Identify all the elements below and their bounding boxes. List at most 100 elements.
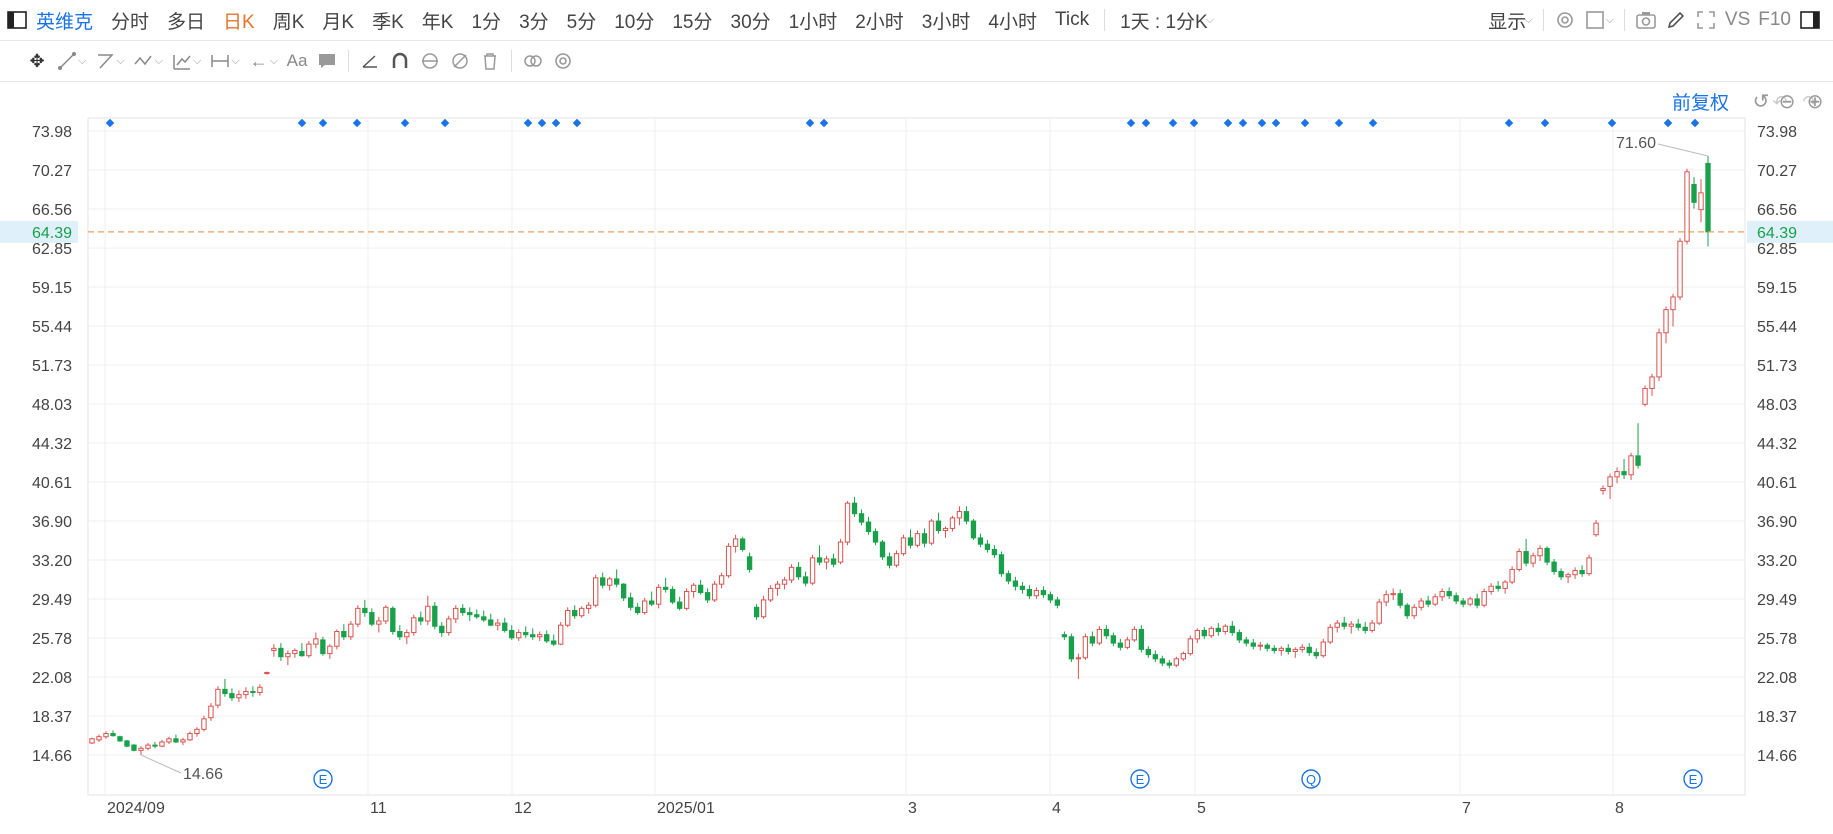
candle-body[interactable]	[579, 607, 585, 617]
candle-body[interactable]	[970, 520, 977, 539]
candle-body[interactable]	[1033, 589, 1040, 597]
candle-body[interactable]	[928, 520, 935, 544]
candle-body[interactable]	[145, 744, 151, 749]
candle-body[interactable]	[124, 740, 130, 747]
candle-body[interactable]	[886, 556, 893, 566]
candle-body[interactable]	[537, 634, 543, 638]
candle-body[interactable]	[718, 575, 725, 585]
candle-body[interactable]	[362, 607, 368, 614]
candle-body[interactable]	[977, 537, 984, 545]
candle-body[interactable]	[131, 744, 137, 751]
candle-body[interactable]	[1194, 629, 1200, 640]
candle-body[interactable]	[753, 606, 760, 618]
candle-body[interactable]	[194, 728, 200, 735]
event-diamond[interactable]	[1238, 118, 1248, 128]
candle-body[interactable]	[1411, 606, 1417, 617]
candle-body[interactable]	[1621, 471, 1627, 476]
event-diamond[interactable]	[1189, 118, 1199, 128]
candle-body[interactable]	[187, 733, 193, 741]
event-diamond[interactable]	[440, 118, 450, 128]
wave-icon[interactable]	[129, 46, 159, 76]
candle-body[interactable]	[1579, 569, 1585, 575]
candle-body[interactable]	[1215, 627, 1221, 633]
candle-body[interactable]	[788, 566, 795, 581]
angle-icon[interactable]	[355, 46, 385, 76]
candle-body[interactable]	[418, 617, 424, 622]
candle-body[interactable]	[201, 718, 207, 730]
candle-body[interactable]	[271, 647, 277, 651]
candle-body[interactable]	[1075, 657, 1082, 660]
candle-body[interactable]	[530, 634, 536, 638]
candle-body[interactable]	[110, 733, 116, 737]
candle-body[interactable]	[781, 579, 788, 585]
candle-body[interactable]	[229, 693, 235, 699]
candle-body[interactable]	[1530, 555, 1536, 564]
event-marker-circle[interactable]	[1301, 769, 1321, 789]
candle-body[interactable]	[1313, 652, 1319, 657]
candle-body[interactable]	[1453, 595, 1459, 602]
period-tab[interactable]: Tick	[1054, 9, 1090, 30]
candle-body[interactable]	[551, 640, 557, 645]
candle-body[interactable]	[1460, 600, 1466, 605]
candle-body[interactable]	[159, 741, 165, 747]
period-tab[interactable]: 2小时	[855, 11, 904, 33]
candle-body[interactable]	[1341, 622, 1347, 627]
candle-body[interactable]	[1369, 622, 1375, 631]
candle-body[interactable]	[383, 606, 389, 622]
period-tab[interactable]: 3小时	[921, 11, 971, 33]
candle-body[interactable]	[851, 502, 858, 515]
candle-body[interactable]	[586, 604, 592, 609]
candle-body[interactable]	[662, 586, 669, 590]
candle-body[interactable]	[138, 747, 144, 751]
candle-body[interactable]	[1089, 636, 1096, 644]
comment-icon[interactable]	[312, 46, 342, 76]
zoom-in-icon[interactable]: ⊕	[1807, 89, 1824, 113]
candle-body[interactable]	[1677, 240, 1683, 298]
candle-body[interactable]	[1271, 647, 1277, 651]
candle-body[interactable]	[1299, 646, 1305, 650]
candle-body[interactable]	[411, 617, 417, 634]
event-marker-label[interactable]: E	[1689, 772, 1698, 787]
candle-body[interactable]	[593, 577, 599, 606]
candle-body[interactable]	[1502, 581, 1508, 589]
candle-body[interactable]	[1488, 585, 1494, 593]
price-adjust-toggle[interactable]: 前复权	[1672, 93, 1730, 114]
candle-body[interactable]	[1656, 332, 1662, 378]
candle-body[interactable]	[1362, 626, 1368, 631]
candle-body[interactable]	[921, 533, 928, 544]
event-diamond[interactable]	[572, 118, 582, 128]
candle-body[interactable]	[1565, 574, 1571, 578]
candle-body[interactable]	[1600, 487, 1606, 492]
candle-body[interactable]	[1425, 600, 1431, 605]
candle-body[interactable]	[1495, 585, 1501, 589]
chevron-down-icon[interactable]: ⌵	[154, 54, 164, 67]
candle-body[interactable]	[711, 583, 718, 601]
candle-body[interactable]	[697, 584, 704, 594]
undo-icon[interactable]: ↶	[1772, 91, 1788, 112]
candle-body[interactable]	[1404, 604, 1410, 617]
candle-body[interactable]	[949, 517, 956, 529]
candle-body[interactable]	[1208, 627, 1214, 637]
candle-body[interactable]	[313, 638, 319, 645]
candle-body[interactable]	[1159, 658, 1166, 664]
candle-body[interactable]	[1026, 588, 1033, 597]
candle-body[interactable]	[488, 619, 494, 626]
candle-body[interactable]	[1019, 585, 1026, 590]
candle-body[interactable]	[1040, 589, 1047, 596]
fullscreen-icon[interactable]	[1691, 5, 1721, 35]
event-diamond[interactable]	[1607, 118, 1617, 128]
zoom-out-icon[interactable]: ⊖	[1779, 89, 1796, 113]
event-marker-label[interactable]: Q	[1306, 772, 1316, 787]
candle-body[interactable]	[1082, 636, 1089, 659]
chevron-down-icon[interactable]: ⌵	[78, 54, 87, 67]
chevron-down-icon[interactable]: ⌵	[116, 54, 125, 67]
candle-body[interactable]	[795, 566, 802, 578]
candle-body[interactable]	[1376, 601, 1382, 624]
candle-body[interactable]	[746, 556, 753, 570]
candle-body[interactable]	[1250, 642, 1256, 647]
candle-body[interactable]	[1320, 641, 1326, 657]
f10-button[interactable]: F10	[1758, 9, 1791, 30]
period-tab[interactable]: 4小时	[988, 11, 1037, 33]
candle-body[interactable]	[1306, 646, 1312, 654]
candle-body[interactable]	[774, 583, 781, 589]
